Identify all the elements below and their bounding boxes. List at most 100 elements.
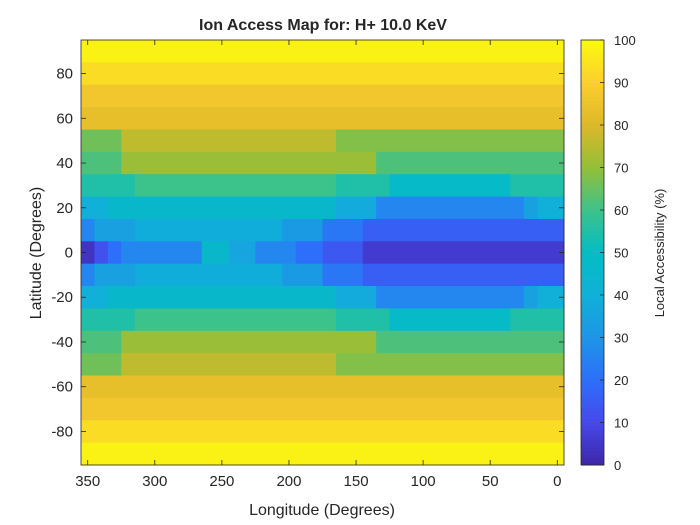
colorbar-strip	[581, 110, 604, 115]
colorbar-strip	[581, 54, 604, 59]
colorbar-strip	[581, 132, 604, 137]
heatmap-cell	[81, 196, 109, 220]
colorbar-strip	[581, 443, 604, 448]
colorbar-strip	[581, 43, 604, 48]
y-tick-label: -40	[51, 334, 73, 351]
colorbar-strip	[581, 100, 604, 105]
colorbar-tick-label: 100	[614, 33, 636, 48]
colorbar-tick-label: 70	[614, 161, 628, 176]
heatmap-cell	[107, 286, 337, 309]
heatmap-plot-area: 350 300 250 200 150 100 50 0 806040200-20-40-60…	[51, 39, 565, 490]
colorbar-strip	[581, 89, 604, 94]
colorbar-strip	[581, 117, 604, 122]
heatmap-cell	[523, 286, 538, 309]
heatmap-cell	[362, 241, 565, 265]
heatmap-cell	[523, 196, 538, 220]
heatmap-cell	[81, 286, 109, 309]
colorbar-strip	[581, 440, 604, 445]
colorbar-strip	[581, 305, 604, 310]
colorbar-strip	[581, 238, 604, 243]
colorbar-strip	[581, 121, 604, 126]
heatmap-cell	[335, 129, 565, 153]
colorbar-strip	[581, 376, 604, 381]
colorbar-strip	[581, 312, 604, 317]
colorbar-strip	[581, 450, 604, 455]
colorbar-strip	[581, 309, 604, 314]
colorbar-strip	[581, 40, 604, 45]
heatmap-cell	[376, 330, 565, 354]
colorbar-strip	[581, 401, 604, 406]
colorbar-strip	[581, 316, 604, 321]
colorbar-strip	[581, 333, 604, 338]
colorbar-tick-label: 20	[614, 373, 628, 388]
colorbar-strip	[581, 160, 604, 165]
heatmap-cell	[121, 129, 337, 153]
heatmap-cell	[134, 263, 283, 287]
colorbar-tick-label: 40	[614, 288, 628, 303]
heatmap-cell	[134, 308, 337, 332]
heatmap-cell	[81, 151, 122, 175]
heatmap-cell	[121, 353, 337, 376]
colorbar-strip	[581, 107, 604, 112]
heatmap-cell	[81, 375, 565, 399]
colorbar-strip	[581, 426, 604, 431]
colorbar-strip	[581, 68, 604, 73]
x-tick-label: 250	[209, 473, 234, 490]
colorbar-ticks: 0 10 20 30 40 50 60 70 80 90 100	[600, 33, 636, 473]
colorbar-strip	[581, 266, 604, 271]
colorbar-strip	[581, 270, 604, 275]
heatmap-cell	[121, 241, 203, 265]
y-tick-label: 0	[65, 245, 73, 262]
colorbar-strip	[581, 280, 604, 285]
colorbar-strip	[581, 231, 604, 236]
colorbar-strip	[581, 259, 604, 264]
y-tick-label: -60	[51, 379, 73, 396]
heatmap-cell	[376, 196, 525, 220]
x-axis-ticks: 350 300 250 200 150 100 50 0	[75, 40, 561, 490]
colorbar-strip	[581, 284, 604, 289]
heatmap-cell	[322, 263, 364, 287]
heatmap-cell	[282, 218, 323, 242]
heatmap-cell	[228, 241, 256, 265]
colorbar-strip	[581, 125, 604, 130]
colorbar-strip	[581, 114, 604, 119]
heatmap-cell	[510, 308, 565, 332]
colorbar-strip	[581, 248, 604, 253]
colorbar-strip	[581, 372, 604, 377]
colorbar-strip	[581, 273, 604, 278]
colorbar-label: Local Accessibility (%)	[652, 189, 667, 318]
colorbar-strip	[581, 167, 604, 172]
colorbar-strip	[581, 319, 604, 324]
y-axis-label: Latitude (Degrees)	[28, 187, 45, 320]
colorbar-strip	[581, 181, 604, 186]
colorbar-strip	[581, 362, 604, 367]
heatmap-cell	[107, 241, 122, 265]
colorbar-strip	[581, 82, 604, 87]
colorbar-strip	[581, 156, 604, 161]
colorbar-strip	[581, 256, 604, 261]
colorbar-strip	[581, 241, 604, 246]
y-tick-label: 20	[56, 200, 73, 217]
heatmap-cell	[81, 174, 136, 197]
colorbar-tick-label: 60	[614, 203, 628, 218]
colorbar-strip	[581, 348, 604, 353]
heatmap-cell	[362, 263, 565, 287]
y-tick-label: 60	[56, 110, 73, 127]
colorbar-strip	[581, 75, 604, 80]
heatmap-cells	[81, 40, 565, 466]
colorbar-strip	[581, 146, 604, 151]
heatmap-cell	[295, 241, 323, 265]
colorbar-strip	[581, 78, 604, 83]
heatmap-cell	[255, 241, 297, 265]
heatmap-cell	[510, 174, 565, 197]
colorbar-strip	[581, 47, 604, 52]
colorbar-strip	[581, 351, 604, 356]
heatmap-cell	[81, 129, 122, 153]
colorbar-strip	[581, 383, 604, 388]
x-tick-label: 0	[553, 473, 561, 490]
colorbar-strip	[581, 298, 604, 303]
heatmap-cell	[362, 218, 565, 242]
colorbar-strip	[581, 263, 604, 268]
colorbar-strip	[581, 185, 604, 190]
heatmap-cell	[335, 174, 390, 197]
